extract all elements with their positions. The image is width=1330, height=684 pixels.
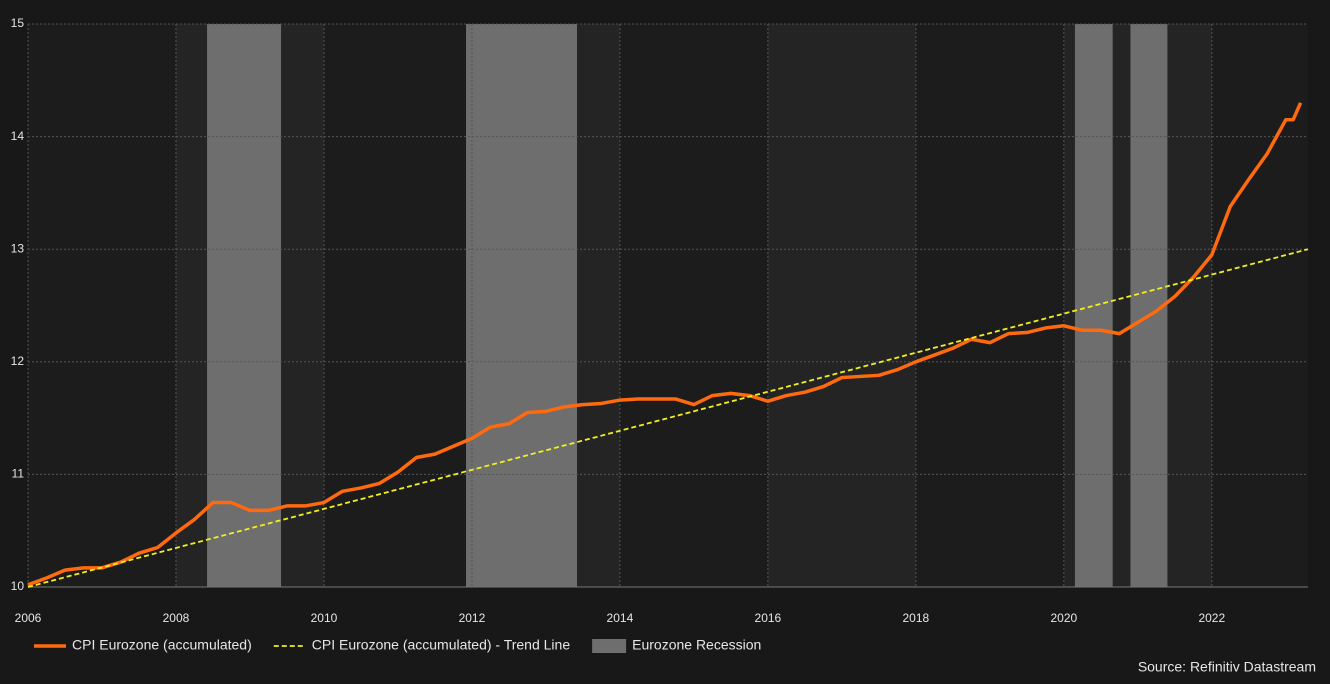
series-line [27,248,1309,588]
legend-label: CPI Eurozone (accumulated) - Trend Line [312,637,571,653]
x-tick-label: 2006 [15,611,42,625]
y-tick-label: 11 [12,467,25,481]
x-tick-label: 2012 [459,611,486,625]
legend-swatch [592,639,627,653]
x-tick-label: 2008 [163,611,190,625]
y-tick-label: 14 [11,129,25,143]
x-tick-label: 2014 [607,611,634,625]
stripe [767,24,916,587]
x-tick-label: 2018 [903,611,930,625]
x-tick-label: 2016 [755,611,782,625]
x-tick-label: 2010 [311,611,338,625]
recession-band [466,24,577,587]
legend-label: Eurozone Recession [632,637,761,653]
series-line [27,102,1303,587]
x-tick-label: 2022 [1198,611,1225,625]
y-tick-label: 13 [11,241,25,255]
source: Source: Refinitiv Datastream [1138,659,1316,675]
y-tick-label: 15 [11,16,25,30]
recession-band [207,24,282,587]
y-tick-label: 12 [11,354,25,368]
legend-label: CPI Eurozone (accumulated) [72,637,252,653]
y-tick-label: 10 [11,579,25,593]
x-tick-label: 2020 [1050,611,1077,625]
recession-band [1074,24,1113,587]
